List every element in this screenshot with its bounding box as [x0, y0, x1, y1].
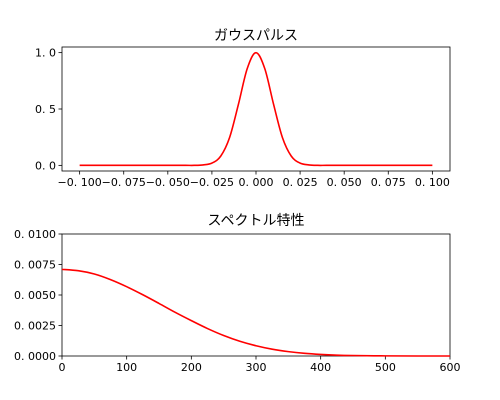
x-tick-label: −0. 050 [146, 176, 190, 189]
subplot-gaussian-pulse: ガウスパルス −0. 100 −0. 075 −0. 050 −0. 025 0. 00… [35, 28, 451, 189]
x-tick-label: 200 [181, 361, 202, 374]
y-tick-label: 0. 0050 [14, 289, 56, 302]
chart-title: ガウスパルス [214, 28, 298, 44]
y-tick-label: 0. 0100 [14, 228, 56, 241]
x-tick-label: 0. 100 [415, 176, 450, 189]
x-tick-label: 400 [310, 361, 331, 374]
y-tick-label: 1. 0 [35, 47, 56, 60]
x-tick-label: 0. 050 [327, 176, 362, 189]
axes-frame [61, 46, 451, 172]
y-tick-label: 0. 0 [35, 159, 56, 172]
subplot-spectrum: スペクトル特性 0 100 200 300 400 500 600 0. 0000 0. 002… [14, 213, 461, 374]
x-tick-label: 500 [375, 361, 396, 374]
x-tick-label: 0. 000 [239, 176, 274, 189]
x-tick-label: −0. 025 [190, 176, 234, 189]
x-tick-label: 0. 025 [283, 176, 318, 189]
y-tick-label: 0. 0075 [14, 259, 56, 272]
x-tick-label: 0 [59, 361, 66, 374]
y-tick-label: 0. 5 [35, 103, 56, 116]
x-tick-label: 300 [246, 361, 267, 374]
x-tick-label: 100 [116, 361, 137, 374]
y-tick-label: 0. 0000 [14, 350, 56, 363]
series-line [79, 51, 433, 167]
axis-ticks: −0. 100 −0. 075 −0. 050 −0. 025 0. 000 0. 025… [35, 47, 450, 189]
series-line [61, 268, 451, 357]
x-tick-label: −0. 075 [102, 176, 146, 189]
x-tick-label: 600 [440, 361, 461, 374]
y-tick-label: 0. 0025 [14, 320, 56, 333]
axis-ticks: 0 100 200 300 400 500 600 0. 0000 0. 0025 0. 0050… [14, 228, 461, 374]
x-tick-label: −0. 100 [58, 176, 102, 189]
x-tick-label: 0. 075 [371, 176, 406, 189]
chart-title: スペクトル特性 [207, 213, 304, 229]
axes-frame [61, 233, 451, 357]
